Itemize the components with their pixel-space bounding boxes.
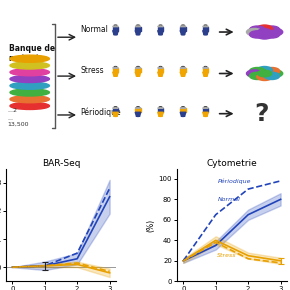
Circle shape: [258, 29, 272, 35]
Circle shape: [246, 70, 262, 77]
Polygon shape: [180, 27, 186, 31]
Text: 13,500: 13,500: [7, 122, 29, 127]
Polygon shape: [180, 72, 186, 76]
Polygon shape: [113, 68, 118, 72]
Circle shape: [267, 70, 283, 77]
Polygon shape: [158, 27, 163, 31]
Circle shape: [264, 26, 280, 33]
Circle shape: [246, 28, 262, 36]
Polygon shape: [113, 108, 118, 112]
Text: Banque de
mutants: Banque de mutants: [9, 44, 55, 63]
Circle shape: [257, 32, 273, 39]
Polygon shape: [203, 27, 208, 31]
Ellipse shape: [10, 89, 49, 96]
Polygon shape: [135, 26, 141, 27]
Polygon shape: [135, 68, 141, 72]
Text: Normal: Normal: [80, 25, 108, 34]
Ellipse shape: [114, 34, 117, 35]
Polygon shape: [158, 31, 163, 35]
Polygon shape: [113, 26, 118, 27]
Polygon shape: [135, 27, 141, 31]
Text: ...2: ...2: [7, 108, 17, 113]
Polygon shape: [113, 27, 118, 31]
Polygon shape: [158, 108, 163, 112]
Ellipse shape: [10, 102, 49, 109]
Ellipse shape: [137, 34, 139, 35]
Ellipse shape: [10, 96, 49, 103]
Polygon shape: [113, 112, 118, 116]
Circle shape: [258, 70, 272, 77]
Circle shape: [257, 25, 273, 32]
Title: BAR-Seq: BAR-Seq: [42, 159, 80, 168]
Polygon shape: [203, 108, 208, 112]
Polygon shape: [135, 31, 141, 35]
Polygon shape: [158, 112, 163, 116]
Circle shape: [249, 26, 265, 33]
Polygon shape: [158, 68, 163, 72]
Polygon shape: [203, 72, 208, 76]
Circle shape: [249, 31, 265, 38]
Circle shape: [264, 72, 280, 79]
Circle shape: [267, 28, 283, 36]
Polygon shape: [135, 72, 141, 76]
Circle shape: [249, 68, 265, 75]
Text: Normal: Normal: [217, 197, 240, 202]
Title: Cytometrie: Cytometrie: [206, 159, 257, 168]
Polygon shape: [180, 31, 186, 35]
Polygon shape: [135, 112, 141, 116]
Ellipse shape: [204, 34, 207, 35]
Circle shape: [257, 73, 273, 81]
Ellipse shape: [10, 55, 49, 62]
Polygon shape: [203, 112, 208, 116]
Circle shape: [249, 72, 265, 79]
Polygon shape: [135, 108, 141, 112]
Ellipse shape: [137, 116, 139, 117]
Polygon shape: [180, 112, 186, 116]
Ellipse shape: [204, 116, 207, 117]
Polygon shape: [158, 26, 163, 27]
Circle shape: [264, 68, 280, 75]
Polygon shape: [180, 68, 186, 72]
Polygon shape: [158, 72, 163, 76]
Y-axis label: (%): (%): [147, 218, 156, 231]
Polygon shape: [180, 108, 186, 112]
Ellipse shape: [10, 62, 49, 69]
Ellipse shape: [159, 34, 162, 35]
Polygon shape: [113, 72, 118, 76]
Polygon shape: [113, 31, 118, 35]
Text: ?: ?: [255, 102, 269, 126]
Ellipse shape: [114, 116, 117, 117]
Text: Stress: Stress: [80, 66, 104, 75]
Ellipse shape: [10, 75, 49, 83]
Ellipse shape: [182, 116, 184, 117]
Text: Périodique: Périodique: [217, 179, 251, 184]
Polygon shape: [203, 26, 208, 27]
Text: Stress: Stress: [217, 253, 237, 258]
Ellipse shape: [159, 116, 162, 117]
Polygon shape: [203, 68, 208, 72]
Ellipse shape: [10, 82, 49, 89]
Polygon shape: [180, 26, 186, 27]
Ellipse shape: [182, 34, 184, 35]
Circle shape: [264, 31, 280, 38]
Text: Périodique: Périodique: [80, 108, 121, 117]
Ellipse shape: [10, 69, 49, 76]
Circle shape: [257, 66, 273, 74]
Text: ...: ...: [7, 115, 13, 121]
Polygon shape: [203, 31, 208, 35]
